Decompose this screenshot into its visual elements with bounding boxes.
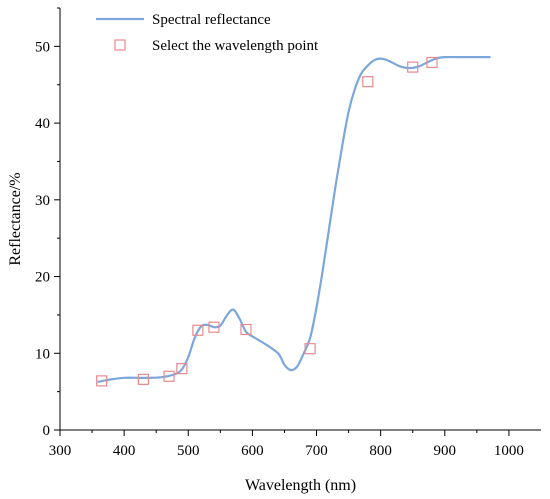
y-tick-label: 0 — [43, 423, 51, 439]
wavelength-point-marker — [240, 323, 252, 336]
x-tick-label: 900 — [434, 443, 457, 459]
wavelength-point-marker — [407, 61, 419, 73]
spectral-reflectance-line — [97, 55, 491, 383]
wavelength-point-marker — [426, 56, 438, 69]
x-tick-label: 600 — [241, 443, 264, 459]
x-tick-label: 800 — [369, 443, 392, 459]
y-axis-title: Reflectance/% — [7, 172, 24, 265]
y-tick-label: 40 — [35, 116, 50, 132]
y-tick-label: 30 — [35, 193, 50, 209]
x-tick-label: 1000 — [494, 443, 524, 459]
x-tick-label: 700 — [305, 443, 328, 459]
wavelength-point-marker — [137, 373, 149, 385]
wavelength-point-marker — [208, 321, 220, 333]
legend-marker-swatch — [114, 39, 126, 51]
x-tick-label: 400 — [113, 443, 136, 459]
legend-label-spectral-reflectance: Spectral reflectance — [152, 12, 271, 28]
y-tick-label: 20 — [35, 270, 50, 286]
wavelength-point-marker — [96, 375, 108, 387]
wavelength-point-marker — [176, 363, 188, 375]
wavelength-point-marker — [362, 76, 374, 88]
wavelength-point-marker — [163, 370, 175, 382]
x-tick-label: 500 — [177, 443, 200, 459]
x-tick-label: 300 — [49, 443, 72, 459]
wavelength-point-marker — [304, 343, 316, 355]
x-axis-title: Wavelength (nm) — [245, 477, 356, 494]
y-tick-label: 10 — [35, 346, 50, 362]
y-tick-label: 50 — [35, 39, 50, 55]
legend-label-wavelength-point: Select the wavelength point — [152, 38, 319, 54]
wavelength-point-marker — [192, 324, 204, 336]
